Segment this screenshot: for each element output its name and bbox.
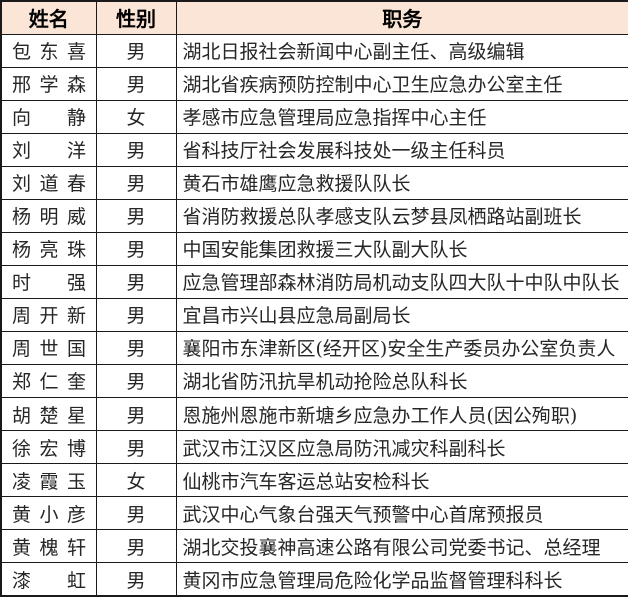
table-row: 徐宏博 男 武汉市江汉区应急局防汛减灾科副科长 — [0, 430, 628, 465]
name-cell: 凌霞玉 — [0, 463, 97, 498]
name-text: 周开新 — [12, 305, 86, 328]
name-cell: 徐宏博 — [0, 430, 97, 465]
position-cell: 应急管理部森林消防局机动支队四大队十中队中队长 — [175, 264, 628, 299]
position-cell: 宜昌市兴山县应急局副局长 — [175, 297, 628, 332]
table-row: 黄小彦 男 武汉中心气象台强天气预警中心首席预报员 — [0, 496, 628, 531]
position-cell: 黄石市雄鹰应急救援队队长 — [175, 165, 628, 200]
table-row: 黄槐轩 男 湖北交投襄神高速公路有限公司党委书记、总经理 — [0, 529, 628, 564]
name-cell: 刘道春 — [0, 165, 97, 200]
name-text: 时 强 — [12, 272, 86, 295]
name-cell: 郑仁奎 — [0, 363, 97, 399]
gender-cell: 男 — [95, 330, 177, 365]
table-row: 邢学森 男 湖北省疾病预防控制中心卫生应急办公室主任 — [0, 66, 628, 101]
gender-cell: 男 — [95, 264, 177, 299]
gender-cell: 男 — [95, 562, 177, 597]
column-header-position: 职务 — [175, 0, 628, 35]
name-cell: 刘 洋 — [0, 132, 97, 167]
position-cell: 湖北日报社会新闻中心副主任、高级编辑 — [175, 33, 628, 68]
position-cell: 武汉市江汉区应急局防汛减灾科副科长 — [175, 430, 628, 465]
gender-cell: 男 — [95, 397, 177, 432]
name-text: 徐宏博 — [12, 437, 86, 460]
gender-cell: 女 — [95, 99, 177, 134]
gender-cell: 男 — [95, 430, 177, 465]
table-row: 杨明威 男 省消防救援总队孝感支队云梦县凤栖路站副班长 — [0, 198, 628, 233]
position-cell: 孝感市应急管理局应急指挥中心主任 — [175, 99, 628, 134]
table-row: 周开新 男 宜昌市兴山县应急局副局长 — [0, 297, 628, 332]
table-body: 包东喜 男 湖北日报社会新闻中心副主任、高级编辑 邢学森 男 湖北省疾病预防控制… — [0, 33, 628, 597]
name-text: 胡楚星 — [12, 404, 86, 427]
name-text: 凌霞玉 — [12, 470, 86, 493]
header-row: 姓名 性别 职务 — [0, 0, 628, 35]
gender-cell: 男 — [95, 66, 177, 101]
gender-cell: 男 — [95, 297, 177, 332]
gender-cell: 男 — [95, 198, 177, 233]
position-cell: 仙桃市汽车客运总站安检科长 — [175, 463, 628, 498]
name-cell: 周开新 — [0, 297, 97, 332]
table-row: 杨亮珠 男 中国安能集团救援三大队副大队长 — [0, 231, 628, 266]
table-row: 时 强 男 应急管理部森林消防局机动支队四大队十中队中队长 — [0, 264, 628, 299]
name-text: 漆 虹 — [12, 569, 86, 592]
name-text: 杨亮珠 — [12, 239, 86, 262]
table-row: 包东喜 男 湖北日报社会新闻中心副主任、高级编辑 — [0, 33, 628, 68]
table-row: 胡楚星 男 恩施州恩施市新塘乡应急办工作人员(因公殉职) — [0, 397, 628, 432]
name-text: 向 静 — [12, 107, 86, 130]
column-header-gender: 性别 — [95, 0, 177, 35]
position-cell: 湖北交投襄神高速公路有限公司党委书记、总经理 — [175, 529, 628, 564]
gender-cell: 男 — [95, 132, 177, 167]
position-cell: 襄阳市东津新区(经开区)安全生产委员办公室负责人 — [175, 330, 628, 365]
position-cell: 省科技厅社会发展科技处一级主任科员 — [175, 132, 628, 167]
name-text: 周世国 — [12, 338, 86, 361]
name-text: 黄槐轩 — [12, 536, 86, 559]
position-cell: 省消防救援总队孝感支队云梦县凤栖路站副班长 — [175, 198, 628, 233]
gender-cell: 男 — [95, 165, 177, 200]
position-cell: 恩施州恩施市新塘乡应急办工作人员(因公殉职) — [175, 397, 628, 432]
table-row: 凌霞玉 女 仙桃市汽车客运总站安检科长 — [0, 463, 628, 498]
position-cell: 黄冈市应急管理局危险化学品监督管理科科长 — [175, 562, 628, 597]
name-cell: 包东喜 — [0, 33, 97, 68]
position-cell: 中国安能集团救援三大队副大队长 — [175, 231, 628, 266]
gender-cell: 男 — [95, 529, 177, 564]
name-cell: 杨亮珠 — [0, 231, 97, 266]
name-text: 邢学森 — [12, 74, 86, 97]
name-text: 刘道春 — [12, 173, 86, 196]
table-row: 周世国 男 襄阳市东津新区(经开区)安全生产委员办公室负责人 — [0, 330, 628, 365]
table-row: 郑仁奎 男 湖北省防汛抗旱机动抢险总队科长 — [0, 363, 628, 399]
name-text: 刘 洋 — [12, 140, 86, 163]
name-cell: 黄小彦 — [0, 496, 97, 531]
gender-cell: 男 — [95, 33, 177, 68]
gender-cell: 男 — [95, 231, 177, 266]
name-text: 黄小彦 — [12, 503, 86, 526]
name-cell: 向 静 — [0, 99, 97, 134]
position-cell: 武汉中心气象台强天气预警中心首席预报员 — [175, 496, 628, 531]
position-cell: 湖北省疾病预防控制中心卫生应急办公室主任 — [175, 66, 628, 101]
table-row: 漆 虹 男 黄冈市应急管理局危险化学品监督管理科科长 — [0, 562, 628, 597]
name-cell: 周世国 — [0, 330, 97, 365]
name-cell: 黄槐轩 — [0, 529, 97, 564]
name-text: 包东喜 — [12, 41, 86, 64]
name-cell: 邢学森 — [0, 66, 97, 101]
name-cell: 漆 虹 — [0, 562, 97, 597]
gender-cell: 男 — [95, 363, 177, 399]
table-header: 姓名 性别 职务 — [0, 0, 628, 35]
table-row: 刘道春 男 黄石市雄鹰应急救援队队长 — [0, 165, 628, 200]
name-text: 郑仁奎 — [12, 371, 86, 394]
table-row: 向 静 女 孝感市应急管理局应急指挥中心主任 — [0, 99, 628, 134]
name-cell: 胡楚星 — [0, 397, 97, 432]
name-cell: 杨明威 — [0, 198, 97, 233]
name-cell: 时 强 — [0, 264, 97, 299]
column-header-name: 姓名 — [0, 0, 97, 35]
gender-cell: 男 — [95, 496, 177, 531]
gender-cell: 女 — [95, 463, 177, 498]
position-cell: 湖北省防汛抗旱机动抢险总队科长 — [175, 363, 628, 399]
table-row: 刘 洋 男 省科技厅社会发展科技处一级主任科员 — [0, 132, 628, 167]
name-text: 杨明威 — [12, 206, 86, 229]
